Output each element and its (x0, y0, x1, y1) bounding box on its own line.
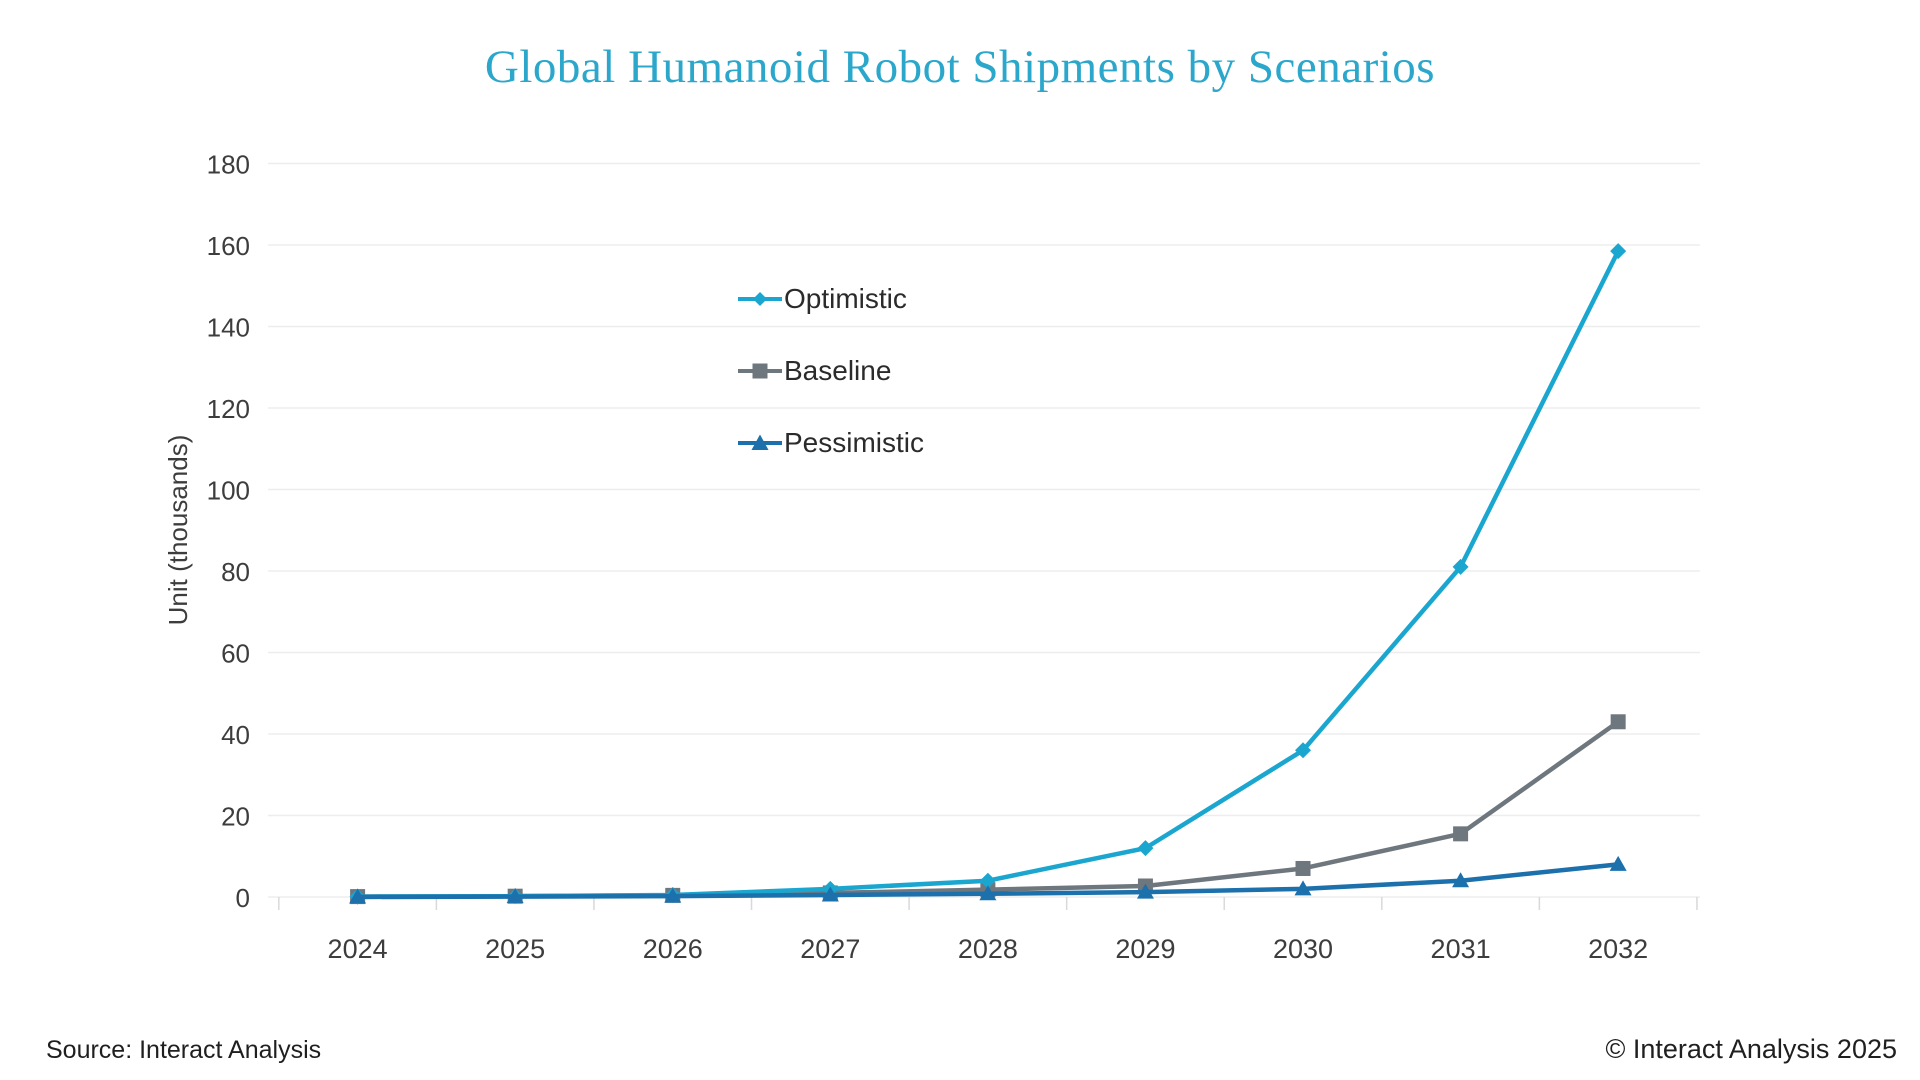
square-legend-marker-icon (738, 363, 782, 378)
x-axis-tick-label: 2024 (328, 934, 388, 964)
chart-title: Global Humanoid Robot Shipments by Scena… (484, 41, 1436, 93)
data-point-marker (1137, 840, 1154, 857)
y-axis-tick-label: 180 (207, 150, 250, 180)
triangle-legend-marker-icon (738, 434, 782, 450)
legend-item-pessimistic: Pessimistic (737, 426, 924, 459)
x-axis-tick-label: 2031 (1431, 934, 1491, 964)
y-axis-tick-label: 60 (221, 639, 250, 669)
x-axis-tick-label: 2030 (1273, 934, 1333, 964)
legend-label: Optimistic (784, 283, 907, 314)
y-axis-tick-label: 140 (207, 313, 250, 343)
y-axis-tick-label: 40 (221, 720, 250, 750)
series-line-baseline (355, 719, 1621, 899)
series-line-optimistic (355, 248, 1621, 899)
x-axis-tick-label: 2032 (1588, 934, 1648, 964)
legend: Optimistic Baseline Pessimistic (737, 282, 924, 459)
data-point-marker (664, 887, 682, 903)
data-point-marker (1295, 860, 1311, 876)
x-axis-tick-label: 2026 (643, 934, 703, 964)
y-axis-tick-label: 20 (221, 802, 250, 832)
y-axis-title: Unit (thousands) (163, 435, 193, 626)
data-point-marker (1610, 714, 1626, 730)
x-axis-tick-label: 2027 (800, 934, 860, 964)
data-point-marker (1136, 883, 1154, 899)
data-point-marker (1295, 742, 1312, 759)
y-axis-tick-label: 80 (221, 557, 250, 587)
legend-item-baseline: Baseline (737, 354, 924, 387)
data-point-marker (1452, 558, 1469, 575)
x-axis-tick-label: 2029 (1115, 934, 1175, 964)
source-note: Source: Interact Analysis (46, 1036, 322, 1064)
data-point-marker (1294, 880, 1312, 896)
data-point-marker (506, 888, 524, 904)
data-point-marker (1453, 826, 1469, 842)
legend-label: Pessimistic (784, 427, 925, 458)
data-point-marker (1610, 243, 1627, 260)
y-axis-tick-label: 120 (207, 394, 250, 424)
data-point-marker (979, 872, 996, 889)
data-point-marker (821, 886, 839, 902)
data-point-marker (1452, 872, 1470, 888)
legend-item-optimistic: Optimistic (737, 282, 924, 315)
x-axis-tick-label: 2025 (485, 934, 545, 964)
y-axis-tick-label: 100 (207, 476, 250, 506)
data-point-marker (979, 885, 997, 901)
legend-label: Baseline (784, 355, 892, 386)
copyright-note: © Interact Analysis 2025 (1605, 1034, 1897, 1064)
y-axis-tick-label: 160 (207, 231, 250, 261)
data-point-marker (349, 888, 367, 904)
y-axis-tick-label: 0 (236, 883, 250, 913)
x-axis-tick-label: 2028 (958, 934, 1018, 964)
data-point-marker (1609, 855, 1627, 871)
diamond-legend-marker-icon (738, 291, 782, 306)
